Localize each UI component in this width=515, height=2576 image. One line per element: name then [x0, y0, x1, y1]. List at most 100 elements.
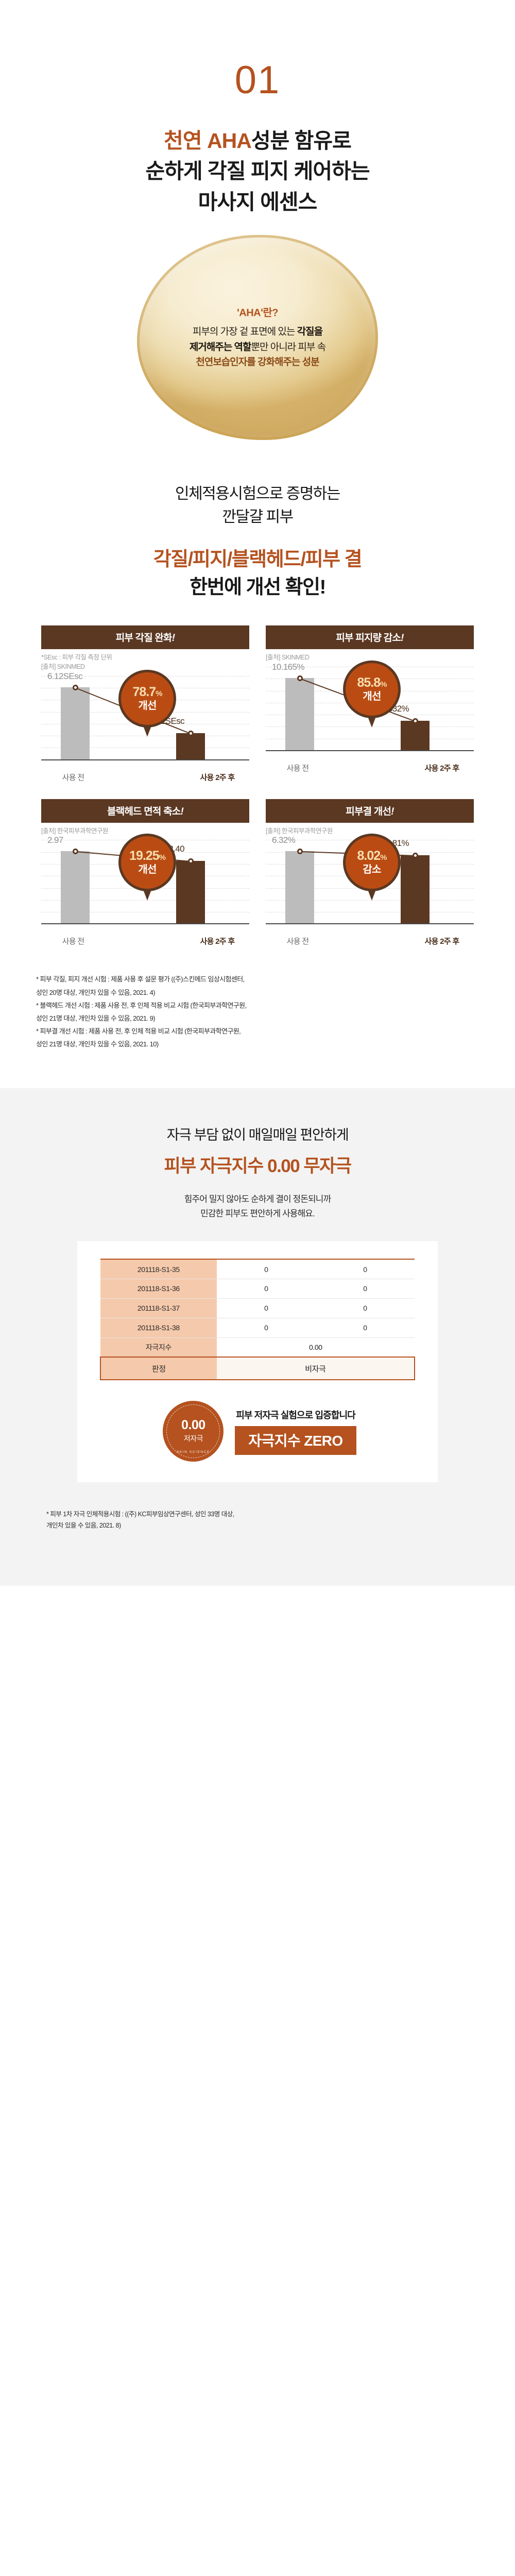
- irritation-footnote-line1: * 피부 1차 자극 인체적용시험 : ((주) KC피부임상연구센터, 성인 …: [46, 1511, 234, 1518]
- certification-row: 0.00 저자극 SKIN SCIENCE 피부 저자극 실험으로 입증합니다 …: [100, 1401, 419, 1462]
- aha-description: 피부의 가장 겉 표면에 있는 각질을 제거해주는 역할뿐만 아니라 피부 속 …: [147, 325, 368, 370]
- badge-word: 개선: [138, 700, 157, 711]
- chart-source: [출처] SKINMED: [266, 653, 474, 663]
- chart-x-labels: 사용 전 사용 2주 후: [41, 772, 249, 783]
- chart-card-2: 피부 피지량 감소! [출처] SKINMED 10.165% 1.832% 85.8%…: [266, 625, 474, 783]
- data-point-before: [73, 849, 78, 855]
- improvement-badge: 85.8% 개선: [343, 660, 401, 728]
- table-cell-value-1: 0: [216, 1279, 316, 1299]
- aha-question: 'AHA'란?: [237, 307, 278, 319]
- table-cell-value-1: 0: [216, 1298, 316, 1318]
- footnote-line: 성인 21명 대상, 개인차 있을 수 있음, 2021. 9): [36, 1014, 156, 1022]
- irritation-footnote: * 피부 1차 자극 인체적용시험 : ((주) KC피부임상연구센터, 성인 …: [46, 1509, 469, 1552]
- aha-desc-l1a: 피부의 가장 겉 표면에 있는: [192, 326, 297, 337]
- footnote-line: * 피부결 개선 시험 : 제품 사용 전, 후 인체 적용 비교 시험 (한국…: [36, 1027, 241, 1035]
- x-label-before: 사용 전: [62, 937, 84, 946]
- table-cell-id: 201118-S1-36: [100, 1279, 217, 1299]
- irritation-lead: 자극 부담 없이 매일매일 편안하게: [166, 1127, 349, 1143]
- hero-title-line1-rest: 성분 함유로: [251, 129, 352, 152]
- chart-axis: [266, 923, 474, 925]
- footnote-line: 성인 20명 대상, 개인차 있을 수 있음, 2021. 4): [36, 988, 156, 996]
- badge-percent: 8.02%: [357, 849, 387, 863]
- index-value-cell: 0.00: [216, 1337, 415, 1358]
- badge-circle: 85.8% 개선: [343, 660, 401, 718]
- chart-source-line: [출처] 한국피부과학연구원: [266, 827, 333, 835]
- droplet-text-block: 'AHA'란? 피부의 가장 겉 표면에 있는 각질을 제거해주는 역할뿐만 아…: [147, 306, 368, 370]
- stamp-word: 저자극: [183, 1434, 203, 1443]
- improvement-badge: 78.7% 개선: [118, 669, 176, 738]
- stamp-number: 0.00: [181, 1418, 205, 1433]
- chart-source-line: [출처] 한국피부과학연구원: [41, 827, 108, 835]
- clinical-footnotes: * 피부 각질, 피지 개선 시험 : 제품 사용 후 설문 평가 ((주)스킨…: [36, 973, 479, 1050]
- badge-circle: 78.7% 개선: [118, 669, 176, 727]
- chart-axis: [41, 923, 249, 925]
- chart-axis: [266, 750, 474, 751]
- proof-sub-line2: 깐달걀 피부: [222, 509, 294, 526]
- x-label-after: 사용 2주 후: [424, 937, 460, 946]
- table-cell-id: 201118-S1-35: [100, 1259, 217, 1279]
- chart-plot: 2.97 2.40 19.25% 개선: [41, 834, 249, 934]
- value-label-before: 6.32%: [272, 835, 296, 845]
- table-cell-value-2: 0: [315, 1318, 415, 1338]
- bar-before: [285, 851, 314, 924]
- table-row-verdict: 판정 비자극: [100, 1357, 416, 1381]
- badge-word: 감소: [363, 864, 381, 876]
- table-cell-value-2: 0: [315, 1298, 415, 1318]
- table-row: 201118-S1-35 0 0: [100, 1259, 415, 1279]
- chart-plot: 10.165% 1.832% 85.8% 개선: [266, 660, 474, 760]
- bar-before: [285, 677, 314, 750]
- verdict-value-cell: 비자극: [216, 1357, 416, 1381]
- chart-plot: 6.32% 5.81% 8.02% 감소: [266, 834, 474, 934]
- essence-droplet-illustration: 'AHA'란? 피부의 가장 겉 표면에 있는 각질을 제거해주는 역할뿐만 아…: [0, 235, 515, 441]
- product-detail-page: 01 천연 AHA성분 함유로 순하게 각질 피지 케어하는 마사지 에센스 '…: [0, 0, 515, 1586]
- chart-x-labels: 사용 전 사용 2주 후: [266, 936, 474, 946]
- hero-section: 01 천연 AHA성분 함유로 순하게 각질 피지 케어하는 마사지 에센스: [0, 0, 515, 218]
- proof-sub-line1: 인체적용시험으로 증명하는: [175, 485, 341, 503]
- index-label-cell: 자극지수: [100, 1337, 217, 1358]
- chart-source: *SEsc : 피부 각질 측정 단위 [출처] SKINMED: [41, 653, 249, 672]
- hero-title-highlight: 천연 AHA: [164, 129, 252, 152]
- chart-source-line: *SEsc : 피부 각질 측정 단위: [41, 654, 112, 662]
- verdict-label-cell: 판정: [100, 1357, 217, 1381]
- chart-x-labels: 사용 전 사용 2주 후: [41, 936, 249, 946]
- chart-source: [출처] 한국피부과학연구원: [266, 827, 474, 836]
- bar-before: [61, 687, 90, 759]
- badge-percent: 78.7%: [132, 684, 162, 699]
- aha-desc-l2b: 뿐만 아니라 피부 속: [251, 342, 326, 353]
- table-cell-value-1: 0: [216, 1318, 316, 1338]
- aha-desc-l1b: 각질을: [297, 326, 323, 337]
- data-point-before: [297, 675, 303, 681]
- chart-axis: [41, 759, 249, 760]
- value-label-before: 2.97: [47, 835, 63, 845]
- badge-word: 개선: [363, 690, 381, 702]
- page-title: 천연 AHA성분 함유로 순하게 각질 피지 케어하는 마사지 에센스: [0, 126, 515, 217]
- proof-heading-section: 인체적용시험으로 증명하는 깐달걀 피부 각질/피지/블랙헤드/피부 결 한번에…: [0, 482, 515, 602]
- data-point-before: [297, 849, 303, 855]
- chart-card-1: 피부 각질 완화! *SEsc : 피부 각질 측정 단위 [출처] SKINMED…: [41, 625, 249, 783]
- improvement-badge: 19.25% 개선: [118, 834, 176, 902]
- table-row: 201118-S1-37 0 0: [100, 1298, 415, 1318]
- data-point-after: [188, 730, 194, 736]
- x-label-after: 사용 2주 후: [200, 773, 235, 782]
- irritation-footnote-line2: 개인차 있을 수 있음, 2021. 8): [46, 1521, 121, 1529]
- zero-irritation-banner: 자극지수 ZERO: [235, 1426, 356, 1455]
- table-cell-value-2: 0: [315, 1279, 415, 1299]
- chart-source-line: [출처] SKINMED: [266, 654, 310, 662]
- irritation-desc-line1: 힘주어 밀지 않아도 순하게 결이 정돈되니까: [184, 1194, 331, 1205]
- chart-title: 피부 피지량 감소!: [266, 625, 474, 650]
- improvement-badge: 8.02% 감소: [343, 834, 401, 902]
- irritation-headline: 피부 자극지수 0.00 무자극: [164, 1156, 352, 1177]
- chart-source: [출처] 한국피부과학연구원: [41, 827, 249, 836]
- chart-x-labels: 사용 전 사용 2주 후: [266, 762, 474, 773]
- badge-circle: 19.25% 개선: [118, 834, 176, 892]
- badge-percent: 85.8%: [357, 675, 387, 690]
- data-point-after: [413, 718, 418, 724]
- table-cell-value-1: 0: [216, 1259, 316, 1279]
- stamp-ring-text: SKIN SCIENCE: [176, 1450, 210, 1454]
- chart-title: 피부결 개선!: [266, 799, 474, 823]
- badge-percent: 19.25%: [129, 849, 166, 863]
- irritation-desc-line2: 민감한 피부도 편안하게 사용해요.: [200, 1208, 315, 1218]
- proof-headline: 각질/피지/블랙헤드/피부 결 한번에 개선 확인!: [0, 546, 515, 602]
- data-point-after: [413, 853, 418, 859]
- stamp-caption: 피부 저자극 실험으로 입증합니다: [236, 1410, 355, 1420]
